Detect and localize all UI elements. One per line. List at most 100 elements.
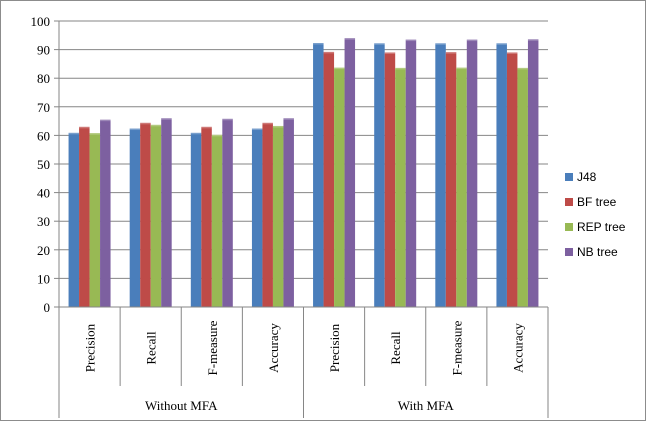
legend-swatch: [565, 248, 573, 256]
bar-highlight: [466, 39, 478, 42]
bar: [506, 52, 518, 308]
group-labels: Without MFA With MFA: [145, 398, 454, 413]
bar-highlight: [272, 125, 284, 128]
bar: [283, 118, 294, 308]
bar-highlight: [517, 67, 528, 70]
bar: [161, 118, 172, 308]
bar: [344, 38, 356, 307]
bar: [334, 67, 345, 308]
bar: [323, 51, 335, 307]
bar: [456, 67, 467, 308]
bar-highlight: [140, 122, 151, 125]
bar-highlight: [251, 128, 263, 131]
y-tick-label: 0: [44, 300, 51, 315]
bar: [445, 52, 457, 307]
bar-highlight: [262, 122, 273, 125]
x-category-label: Recall: [388, 331, 403, 365]
bar: [129, 128, 141, 307]
y-tick-label: 70: [37, 100, 50, 115]
x-category-labels: Precision Recall F-measure Accuracy Precisio…: [83, 320, 526, 375]
bar: [384, 52, 396, 308]
y-tick-label: 10: [37, 271, 50, 286]
x-category-label: Recall: [144, 331, 159, 365]
bar: [405, 39, 417, 308]
bar: [100, 119, 111, 307]
bar: [251, 128, 263, 307]
bar: [313, 43, 324, 308]
bar-highlight: [445, 52, 457, 54]
legend-swatch: [565, 223, 573, 231]
y-tick-labels: 0 10 20 30 40 50 60 70 80 90 100: [31, 14, 51, 315]
y-tick-label: 80: [37, 71, 50, 86]
bar: [201, 126, 212, 307]
x-category-label: Precision: [83, 323, 98, 372]
legend-swatch: [565, 173, 573, 181]
bar-highlight: [79, 126, 90, 129]
bar-highlight: [456, 67, 467, 70]
bar-highlight: [527, 39, 539, 41]
x-category-label: F-measure: [205, 320, 220, 375]
legend-label: NB tree: [577, 245, 618, 259]
bar: [211, 134, 223, 307]
bar-highlight: [161, 118, 172, 120]
bar: [89, 133, 101, 307]
bar-highlight: [222, 118, 233, 121]
bar: [466, 39, 478, 308]
group-label: Without MFA: [145, 398, 218, 413]
bar-highlight: [283, 118, 294, 120]
bar: [68, 132, 80, 307]
bar-highlight: [435, 43, 446, 45]
legend-label: J48: [577, 170, 597, 184]
bars: [68, 38, 539, 308]
y-tick-label: 40: [37, 186, 50, 201]
bar: [272, 125, 284, 308]
bar-highlight: [190, 132, 202, 135]
axes: [54, 20, 549, 418]
y-tick-label: 30: [37, 214, 50, 229]
bar-highlight: [201, 126, 212, 129]
x-category-label: Accuracy: [510, 323, 525, 373]
bar-highlight: [68, 132, 80, 135]
bar-highlight: [211, 134, 223, 137]
bar-highlight: [334, 67, 345, 70]
bar: [150, 124, 162, 307]
y-tick-label: 20: [37, 243, 50, 258]
group-label: With MFA: [398, 398, 455, 413]
bar-highlight: [496, 43, 507, 45]
y-tick-label: 90: [37, 43, 50, 58]
bar: [435, 43, 446, 308]
bar-highlight: [405, 39, 417, 42]
legend-label: REP tree: [577, 220, 626, 234]
bar-highlight: [129, 128, 141, 131]
y-tick-label: 50: [37, 157, 50, 172]
bar-highlight: [89, 133, 101, 135]
bar-highlight: [323, 51, 335, 54]
bar: [190, 132, 202, 307]
x-category-label: F-measure: [449, 320, 464, 375]
bar: [496, 43, 507, 308]
y-tick-label: 100: [31, 14, 51, 29]
x-category-label: Accuracy: [266, 323, 281, 373]
bar: [140, 122, 151, 307]
legend: J48 BF tree REP tree NB tree: [565, 170, 626, 259]
bar: [517, 67, 528, 308]
bar-highlight: [374, 43, 385, 45]
bar: [395, 67, 406, 308]
bar-highlight: [384, 52, 396, 54]
y-tick-label: 60: [37, 128, 50, 143]
legend-label: BF tree: [577, 195, 617, 209]
bar: [374, 43, 385, 308]
bar-highlight: [100, 119, 111, 122]
bar-highlight: [313, 43, 324, 45]
bar-highlight: [506, 52, 518, 54]
x-category-label: Precision: [327, 323, 342, 372]
bar-highlight: [150, 124, 162, 127]
bar: [222, 118, 233, 307]
bar-highlight: [344, 38, 356, 40]
bar: [527, 39, 539, 308]
bar-highlight: [395, 67, 406, 70]
bar: [262, 122, 273, 307]
bar: [79, 126, 90, 307]
legend-swatch: [565, 198, 573, 206]
